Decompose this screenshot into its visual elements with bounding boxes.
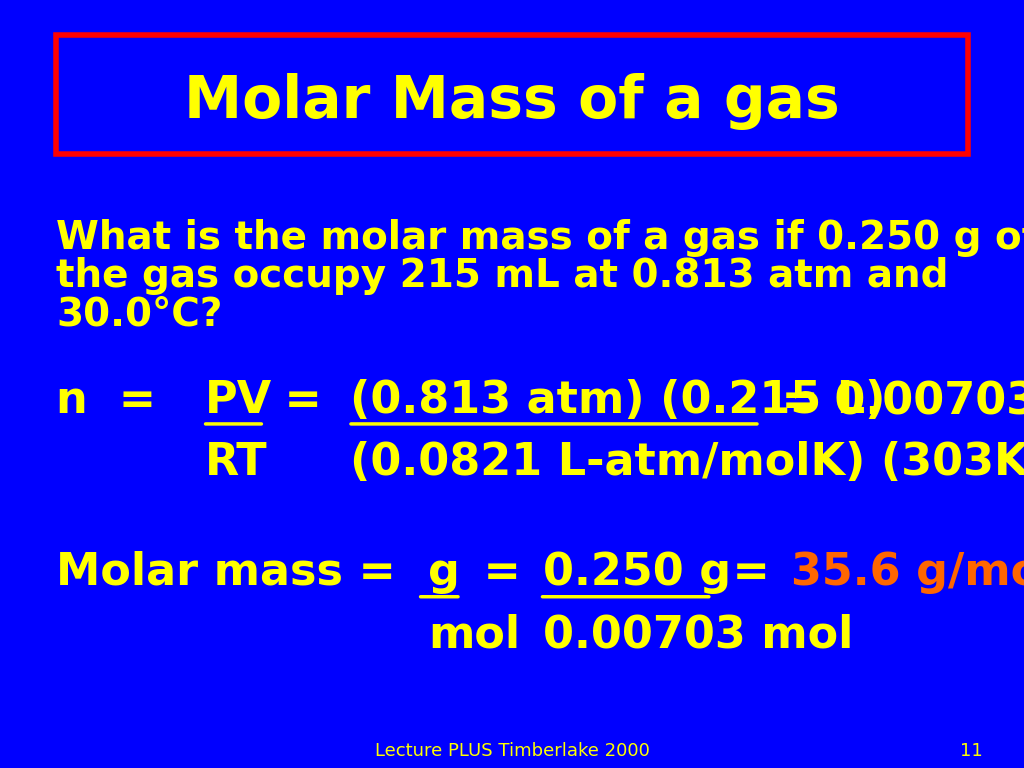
Text: mol: mol — [428, 614, 520, 657]
Text: g: g — [428, 551, 460, 594]
Text: What is the molar mass of a gas if 0.250 g of: What is the molar mass of a gas if 0.250… — [56, 219, 1024, 257]
Text: RT: RT — [205, 441, 267, 484]
Text: the gas occupy 215 mL at 0.813 atm and: the gas occupy 215 mL at 0.813 atm and — [56, 257, 949, 295]
FancyBboxPatch shape — [56, 35, 968, 154]
Text: 11: 11 — [961, 742, 983, 760]
Text: PV: PV — [205, 379, 272, 422]
Text: 30.0°C?: 30.0°C? — [56, 296, 222, 333]
Text: 35.6 g/mol: 35.6 g/mol — [791, 551, 1024, 594]
Text: =: = — [468, 551, 552, 594]
Text: =: = — [717, 551, 801, 594]
Text: =: = — [269, 379, 353, 422]
Text: Lecture PLUS Timberlake 2000: Lecture PLUS Timberlake 2000 — [375, 742, 649, 760]
Text: n  =: n = — [56, 379, 172, 422]
Text: (0.813 atm) (0.215 L): (0.813 atm) (0.215 L) — [350, 379, 886, 422]
Text: Molar Mass of a gas: Molar Mass of a gas — [184, 73, 840, 130]
Text: 0.250 g: 0.250 g — [543, 551, 731, 594]
Text: (0.0821 L-atm/molK) (303K): (0.0821 L-atm/molK) (303K) — [350, 441, 1024, 484]
Text: Molar mass =: Molar mass = — [56, 551, 412, 594]
Text: 0.00703 mol: 0.00703 mol — [543, 614, 853, 657]
Text: = 0.00703 mol: = 0.00703 mol — [766, 379, 1024, 422]
